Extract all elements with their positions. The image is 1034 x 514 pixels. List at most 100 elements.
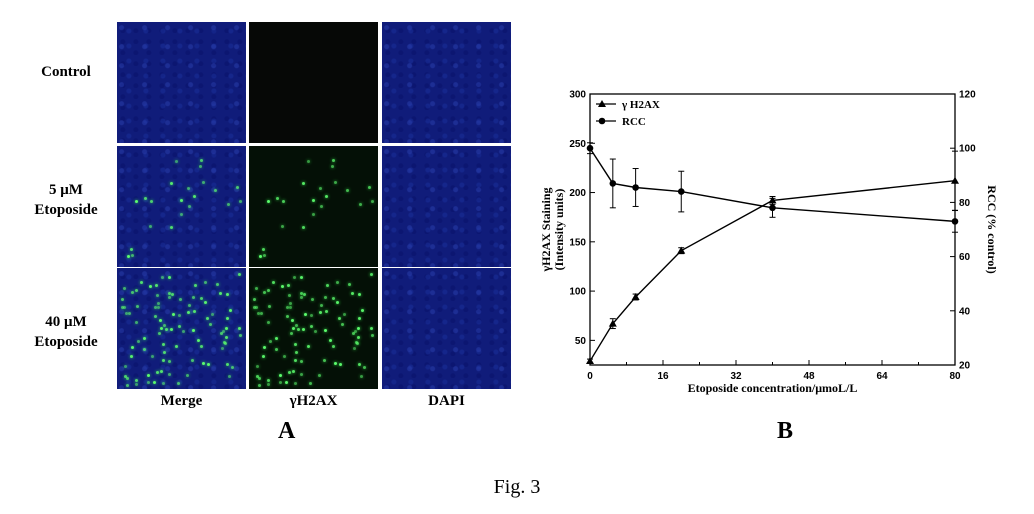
panel-letter-b: B bbox=[777, 418, 794, 444]
gamma-h2ax-focus bbox=[300, 373, 304, 377]
gamma-h2ax-focus bbox=[357, 335, 361, 339]
gamma-h2ax-focus bbox=[225, 335, 229, 339]
gamma-h2ax-focus bbox=[222, 340, 226, 344]
gamma-h2ax-focus bbox=[225, 316, 229, 320]
gamma-h2ax-focus bbox=[293, 381, 297, 385]
gamma-h2ax-focus bbox=[256, 365, 260, 369]
gamma-h2ax-focus bbox=[357, 316, 361, 320]
gamma-h2ax-focus bbox=[206, 362, 210, 366]
gamma-h2ax-focus bbox=[320, 303, 324, 307]
gamma-h2ax-focus bbox=[267, 199, 271, 203]
gamma-h2ax-focus bbox=[171, 292, 175, 296]
gamma-h2ax-focus bbox=[274, 348, 278, 352]
gamma-h2ax-focus bbox=[181, 329, 185, 333]
gamma-h2ax-focus bbox=[359, 202, 363, 206]
gamma-h2ax-focus bbox=[336, 281, 340, 285]
y-tick-label: 250 bbox=[569, 139, 586, 150]
gamma-h2ax-focus bbox=[293, 358, 297, 362]
gamma-h2ax-focus bbox=[162, 343, 166, 347]
gamma-h2ax-focus bbox=[228, 309, 232, 313]
gamma-h2ax-focus bbox=[130, 355, 133, 359]
gamma-h2ax-focus bbox=[211, 312, 215, 316]
gamma-h2ax-focus bbox=[161, 358, 165, 362]
gamma-h2ax-focus bbox=[238, 333, 242, 337]
gamma-h2ax-focus bbox=[359, 375, 363, 379]
gamma-h2ax-focus bbox=[213, 189, 217, 193]
gamma-h2ax-focus bbox=[170, 226, 174, 230]
gamma-h2ax-focus bbox=[188, 303, 192, 307]
micrograph-5um-dapi bbox=[382, 146, 511, 267]
gamma-h2ax-focus bbox=[345, 189, 349, 193]
gamma-h2ax-focus bbox=[302, 181, 306, 185]
gamma-h2ax-focus bbox=[304, 312, 308, 316]
x-tick-label: 64 bbox=[876, 371, 888, 382]
gamma-h2ax-focus bbox=[238, 273, 242, 277]
gamma-h2ax-focus bbox=[318, 187, 322, 190]
gamma-h2ax-focus bbox=[172, 312, 176, 316]
gamma-h2ax-focus bbox=[306, 345, 310, 349]
gamma-h2ax-focus bbox=[333, 181, 337, 185]
gamma-h2ax-focus bbox=[253, 297, 257, 301]
gamma-h2ax-focus bbox=[176, 382, 180, 386]
gamma-h2ax-focus bbox=[328, 338, 332, 342]
gamma-h2ax-focus bbox=[335, 300, 339, 304]
gamma-h2ax-focus bbox=[340, 322, 344, 326]
gamma-h2ax-focus bbox=[262, 345, 266, 349]
x-tick-label: 32 bbox=[730, 371, 742, 382]
gamma-h2ax-focus bbox=[295, 351, 299, 355]
gamma-h2ax-focus bbox=[293, 276, 297, 280]
panel-b-chart: 0 16 32 48 64 80 50 100 150 200 250 300 20 40 60 80 100 1… bbox=[520, 0, 1034, 450]
gamma-h2ax-focus bbox=[124, 365, 128, 369]
data-point bbox=[951, 176, 959, 184]
gamma-h2ax-focus bbox=[227, 202, 231, 206]
legend-label: γ H2AX bbox=[621, 99, 660, 111]
data-point bbox=[586, 144, 594, 152]
gamma-h2ax-focus bbox=[163, 351, 167, 355]
gamma-h2ax-focus bbox=[157, 305, 161, 309]
gamma-h2ax-focus bbox=[284, 380, 288, 384]
y2-tick-label: 60 bbox=[959, 252, 971, 263]
series-h2ax bbox=[586, 150, 959, 365]
gamma-h2ax-focus bbox=[134, 320, 138, 324]
gamma-h2ax-focus bbox=[351, 332, 355, 336]
gamma-h2ax-focus bbox=[282, 354, 286, 358]
gamma-h2ax-focus bbox=[148, 285, 152, 289]
gamma-h2ax-focus bbox=[178, 325, 182, 329]
gamma-h2ax-focus bbox=[226, 293, 230, 297]
gamma-h2ax-focus bbox=[169, 328, 173, 332]
gamma-h2ax-focus bbox=[170, 181, 174, 185]
gamma-h2ax-focus bbox=[178, 313, 182, 317]
gamma-h2ax-focus bbox=[191, 328, 195, 332]
data-point bbox=[677, 188, 685, 195]
gamma-h2ax-focus bbox=[186, 187, 190, 190]
gamma-h2ax-focus bbox=[262, 248, 266, 252]
gamma-h2ax-focus bbox=[274, 336, 278, 340]
gamma-h2ax-focus bbox=[219, 332, 223, 336]
dose-response-chart: 0 16 32 48 64 80 50 100 150 200 250 300 20 40 60 80 100 1… bbox=[539, 90, 999, 396]
gamma-h2ax-focus bbox=[149, 225, 153, 229]
gamma-h2ax-focus bbox=[161, 276, 165, 280]
gamma-h2ax-focus bbox=[135, 382, 139, 386]
gamma-h2ax-focus bbox=[358, 362, 362, 366]
gamma-h2ax-focus bbox=[222, 330, 226, 334]
gamma-h2ax-focus bbox=[204, 281, 208, 285]
y-tick-label: 100 bbox=[569, 287, 586, 298]
y-axis-title: γH2AX Staining(Intensity units) bbox=[539, 188, 566, 273]
gamma-h2ax-focus bbox=[167, 295, 171, 299]
gamma-h2ax-focus bbox=[123, 287, 127, 291]
gamma-h2ax-focus bbox=[257, 383, 261, 387]
gamma-h2ax-focus bbox=[224, 327, 228, 331]
column-label-h2ax: γH2AX bbox=[289, 393, 338, 409]
gamma-h2ax-focus bbox=[160, 369, 164, 373]
gamma-h2ax-focus bbox=[161, 381, 165, 385]
gamma-h2ax-focus bbox=[179, 212, 183, 216]
gamma-h2ax-focus bbox=[299, 295, 303, 299]
gamma-h2ax-focus bbox=[216, 282, 220, 286]
data-point bbox=[586, 357, 594, 365]
panel-a-micrographs: Control 5 μM Etoposide 40 μM Etoposide M… bbox=[0, 0, 520, 450]
y-axis-title-line: (Intensity units) bbox=[552, 189, 566, 271]
gamma-h2ax-focus bbox=[275, 196, 279, 200]
legend-item: γ H2AX bbox=[596, 99, 660, 111]
gamma-h2ax-focus bbox=[253, 305, 257, 309]
gamma-h2ax-focus bbox=[180, 199, 184, 203]
